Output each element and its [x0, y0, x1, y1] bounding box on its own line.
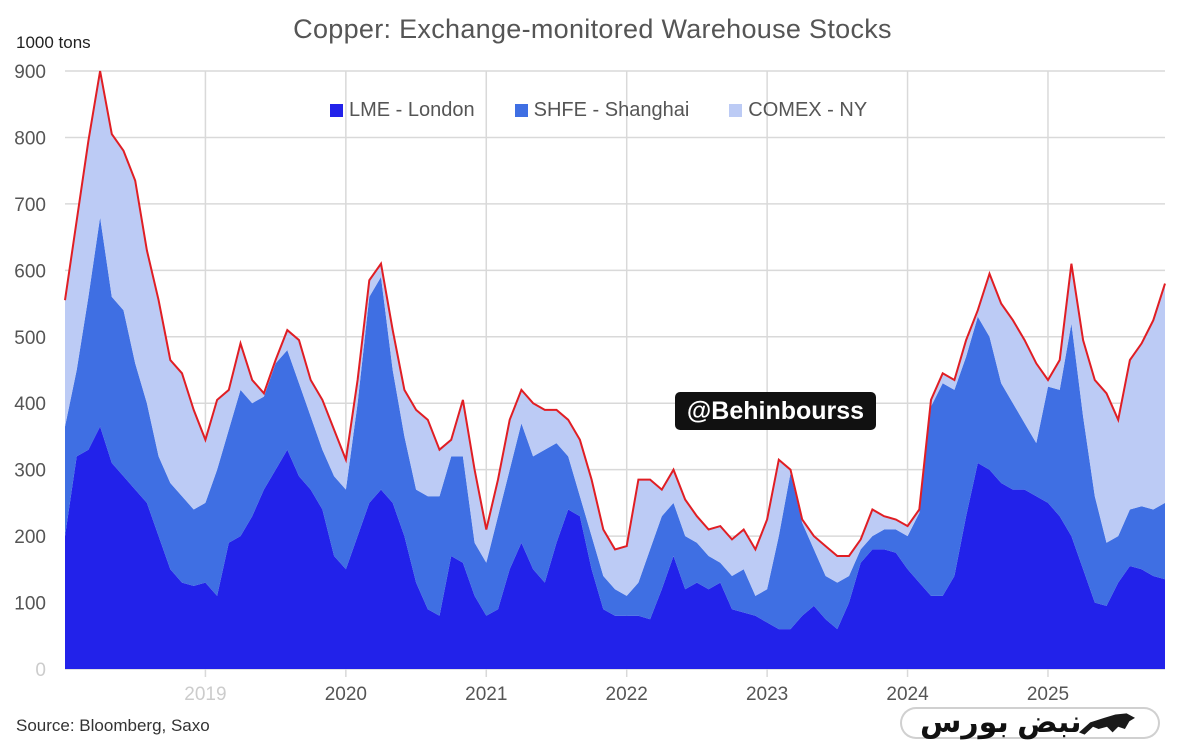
legend-label: LME - London: [349, 99, 475, 121]
y-tick-label: 800: [14, 128, 46, 149]
y-tick-label: 100: [14, 594, 46, 615]
x-tick-label: 2025: [1027, 684, 1069, 705]
legend-swatch: [330, 104, 343, 117]
y-tick-label: 400: [14, 394, 46, 415]
areas: [64, 70, 1166, 669]
x-tick-label: 2023: [746, 684, 788, 705]
legend-item-shfe: SHFE - Shanghai: [514, 99, 690, 122]
logo: نبض بورس: [900, 706, 1160, 739]
x-tick-label: 2024: [886, 684, 929, 705]
y-axis-label: 1000 tons: [16, 33, 91, 52]
x-tick-label: 2019: [184, 684, 226, 705]
x-axis: 2019 2020 2021 2022 2023 2024 2025: [184, 684, 1069, 705]
area-comex: [65, 71, 1165, 596]
x-tick-label: 2020: [325, 684, 367, 705]
y-tick-label: 300: [14, 461, 46, 482]
y-tick-label: 200: [14, 527, 46, 548]
legend-swatch: [514, 104, 528, 117]
y-tick-label: 700: [14, 195, 46, 216]
y-axis: 0 100 200 300 400 500 600 700 800 900: [14, 62, 46, 681]
chart-title: Copper: Exchange-monitored Warehouse Sto…: [293, 14, 892, 44]
legend-item-comex: COMEX - NY: [729, 99, 867, 122]
legend-label: SHFE - Shanghai: [533, 99, 690, 121]
total-line: [64, 70, 1166, 557]
y-tick-label: 900: [14, 62, 46, 83]
legend-swatch: [729, 104, 743, 117]
legend-label: COMEX - NY: [748, 99, 868, 121]
bull-icon: [1079, 713, 1135, 735]
x-tick-label: 2021: [465, 684, 507, 705]
watermark: @Behinbourss: [675, 392, 876, 430]
source-note: Source: Bloomberg, Saxo: [16, 716, 210, 735]
area-lme: [65, 426, 1165, 669]
y-tick-label: 600: [14, 261, 46, 282]
legend-item-lme: LME - London: [330, 99, 475, 122]
logo-text: نبض بورس: [920, 706, 1082, 739]
x-tick-label: 2022: [606, 684, 648, 705]
y-tick-label: 0: [35, 660, 46, 681]
y-tick-label: 500: [14, 328, 46, 349]
area-shfe: [65, 217, 1165, 630]
legend: LME - London SHFE - Shanghai COMEX - NY: [330, 99, 867, 122]
